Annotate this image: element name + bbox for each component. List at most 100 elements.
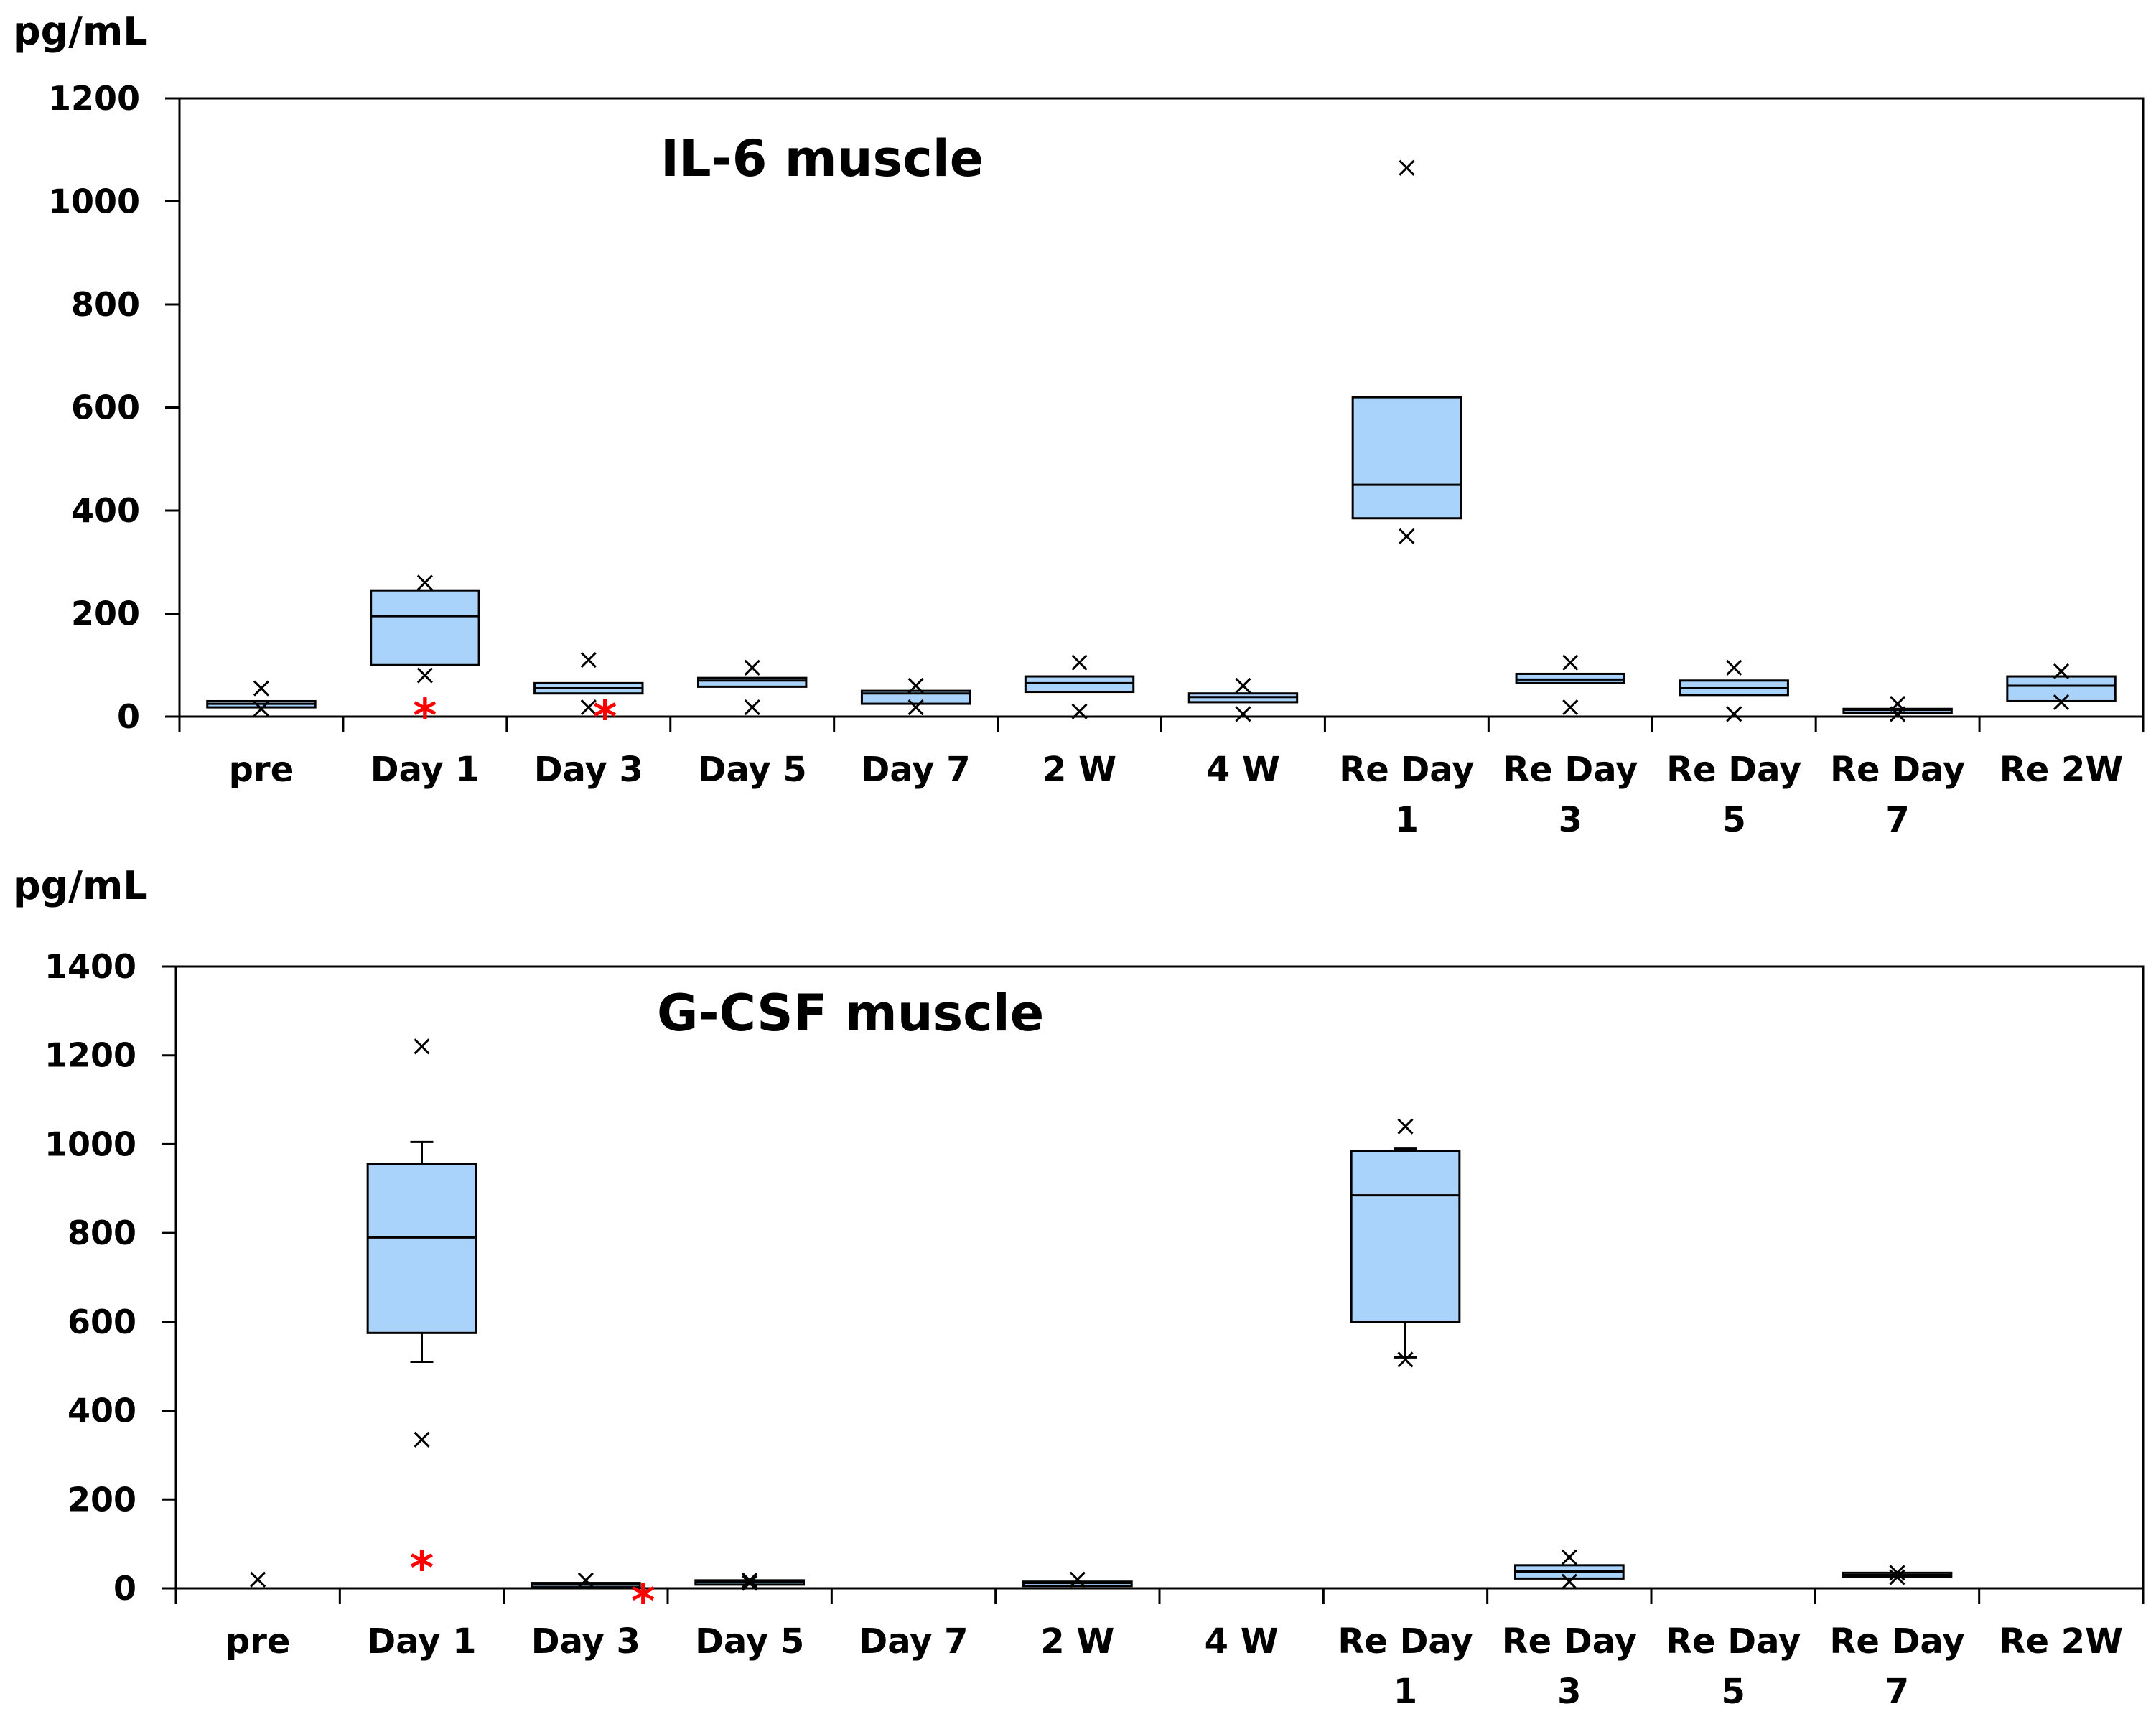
il6-min-marker-re-day-5 [1726, 706, 1742, 722]
il6-box-day-5 [696, 676, 808, 688]
gcsf-y-tick-label-1200: 1200 [45, 1036, 136, 1075]
gcsf-max-marker-re-day-1 [1397, 1118, 1414, 1135]
gcsf-max-marker-re-day-3 [1561, 1549, 1577, 1565]
gcsf-panel-title: G-CSF muscle [657, 984, 1044, 1043]
il6-panel-title: IL-6 muscle [661, 129, 984, 188]
il6-y-tick-label-600: 600 [71, 388, 140, 427]
il6-max-marker-day-3-stroke-b [580, 652, 597, 669]
il6-x-label-6: 4 W [1206, 750, 1280, 790]
gcsf-max-marker-2-w-stroke-b [1069, 1571, 1086, 1588]
il6-max-marker-re-2w-stroke-b [2053, 663, 2070, 679]
il6-min-marker-day-7-stroke-b [907, 699, 924, 716]
gcsf-y-tick-label-600: 600 [67, 1303, 136, 1341]
gcsf-y-tick-label-1000: 1000 [45, 1124, 136, 1163]
il6-x-label-5: 2 W [1042, 750, 1116, 790]
il6-max-marker-4-w-stroke-b [1235, 677, 1251, 694]
il6-max-marker-day-1-stroke-b [416, 574, 433, 591]
il6-min-marker-re-day-3 [1562, 699, 1579, 716]
gcsf-x-label-10: Re Day 7 [1829, 1621, 1964, 1712]
il6-y-tick-label-800: 800 [71, 285, 140, 324]
gcsf-min-marker-re-day-1-stroke-b [1397, 1351, 1414, 1368]
gcsf-x-label-11: Re 2W [1999, 1621, 2124, 1662]
il6-min-marker-day-7 [907, 699, 924, 716]
gcsf-min-marker-re-day-3 [1561, 1573, 1577, 1590]
gcsf-significance-marker-1: * [631, 1575, 655, 1629]
il6-min-marker-day-1 [416, 667, 433, 684]
gcsf-min-marker-day-1-stroke-b [414, 1431, 430, 1448]
il6-x-label-11: Re 2W [1999, 750, 2124, 790]
gcsf-box-day-1 [366, 1163, 477, 1334]
il6-min-marker-4-w-stroke-b [1235, 706, 1251, 722]
il6-max-marker-day-7 [907, 677, 924, 694]
gcsf-max-marker-day-1-stroke-b [414, 1038, 430, 1055]
gcsf-max-marker-pre-stroke-b [250, 1571, 266, 1588]
il6-max-marker-re-day-5-stroke-b [1726, 659, 1742, 676]
gcsf-x-label-8: Re Day 3 [1502, 1621, 1637, 1712]
il6-x-label-3: Day 5 [698, 750, 807, 790]
il6-y-tick-label-1200: 1200 [48, 79, 140, 118]
gcsf-x-label-6: 4 W [1205, 1621, 1279, 1662]
gcsf-y-unit-label: pg/mL [13, 863, 148, 908]
il6-max-marker-4-w [1235, 677, 1251, 694]
il6-max-marker-day-5-stroke-b [744, 659, 760, 676]
il6-marks: 0 200 400 600 800 1000 1200 pre Day 1 Day 3 Day 5 D… [48, 79, 2145, 840]
il6-max-marker-day-1 [416, 574, 433, 591]
il6-y-tick-label-400: 400 [71, 491, 140, 530]
gcsf-max-marker-re-day-1-stroke-b [1397, 1118, 1414, 1135]
gcsf-y-tick-label-800: 800 [67, 1214, 136, 1252]
il6-y-unit-label: pg/mL [13, 9, 148, 54]
il6-min-marker-re-2w [2053, 694, 2070, 710]
gcsf-y-tick-label-0: 0 [113, 1569, 136, 1608]
il6-min-marker-4-w [1235, 706, 1251, 722]
il6-x-label-2: Day 3 [534, 750, 643, 790]
gcsf-x-label-3: Day 5 [695, 1621, 804, 1662]
il6-min-marker-day-5-stroke-b [744, 699, 760, 716]
il6-max-marker-re-day-7 [1890, 696, 1906, 712]
il6-max-marker-re-day-1 [1399, 159, 1415, 176]
gcsf-x-label-0: pre [225, 1621, 291, 1662]
gcsf-significance-marker-0: * [410, 1542, 434, 1596]
il6-x-label-9: Re Day 5 [1666, 750, 1801, 840]
il6-significance-marker-1: * [593, 691, 617, 745]
gcsf-min-marker-re-day-3-stroke-b [1561, 1573, 1577, 1590]
gcsf-min-marker-re-day-7-stroke-b [1889, 1569, 1905, 1585]
gcsf-max-marker-pre [250, 1571, 266, 1588]
il6-min-marker-day-3 [580, 699, 597, 716]
il6-min-marker-day-5 [744, 699, 760, 716]
gcsf-min-marker-day-5 [742, 1575, 758, 1591]
il6-panel: pg/mL IL-6 muscle 0 200 400 600 800 1000 1200 p… [13, 9, 2145, 840]
gcsf-max-marker-2-w [1069, 1571, 1086, 1588]
gcsf-x-label-4: Day 7 [859, 1621, 968, 1662]
il6-max-marker-re-2w [2053, 663, 2070, 679]
il6-max-marker-day-7-stroke-b [907, 677, 924, 694]
gcsf-max-marker-day-3-stroke-b [577, 1572, 594, 1588]
gcsf-max-marker-day-5 [742, 1572, 758, 1588]
il6-min-marker-pre [253, 701, 270, 717]
gcsf-x-label-5: 2 W [1040, 1621, 1114, 1662]
il6-max-marker-pre [253, 680, 270, 697]
il6-significance-marker-0: * [413, 690, 437, 743]
il6-max-marker-re-day-7-stroke-b [1890, 696, 1906, 712]
il6-x-label-10: Re Day 7 [1830, 750, 1965, 840]
gcsf-y-tick-label-200: 200 [67, 1480, 136, 1519]
il6-box-day-1 [370, 589, 480, 666]
il6-y-tick-label-1000: 1000 [48, 182, 140, 221]
gcsf-min-marker-day-1 [414, 1431, 430, 1448]
gcsf-y-tick-label-1400: 1400 [45, 947, 136, 986]
gcsf-x-label-2: Day 3 [531, 1621, 640, 1662]
gcsf-panel: pg/mL G-CSF muscle 0 200 400 600 800 1000 1200… [13, 863, 2145, 1712]
gcsf-max-marker-day-3 [577, 1572, 594, 1588]
gcsf-max-marker-day-5-stroke-b [742, 1572, 758, 1588]
gcsf-min-marker-re-day-1 [1397, 1351, 1414, 1368]
gcsf-max-marker-re-day-7 [1889, 1565, 1905, 1581]
gcsf-max-marker-re-day-7-stroke-b [1889, 1565, 1905, 1581]
gcsf-y-tick-label-400: 400 [67, 1392, 136, 1430]
il6-max-marker-pre-stroke-b [253, 680, 270, 697]
il6-min-marker-re-day-5-stroke-b [1726, 706, 1742, 722]
il6-min-marker-re-2w-stroke-b [2053, 694, 2070, 710]
il6-max-marker-day-5 [744, 659, 760, 676]
gcsf-marks: 0 200 400 600 800 1000 1200 1400 pre Day 1 Day 3 Da… [45, 947, 2145, 1712]
il6-max-marker-2-w [1071, 654, 1088, 671]
gcsf-min-marker-re-day-7 [1889, 1569, 1905, 1585]
